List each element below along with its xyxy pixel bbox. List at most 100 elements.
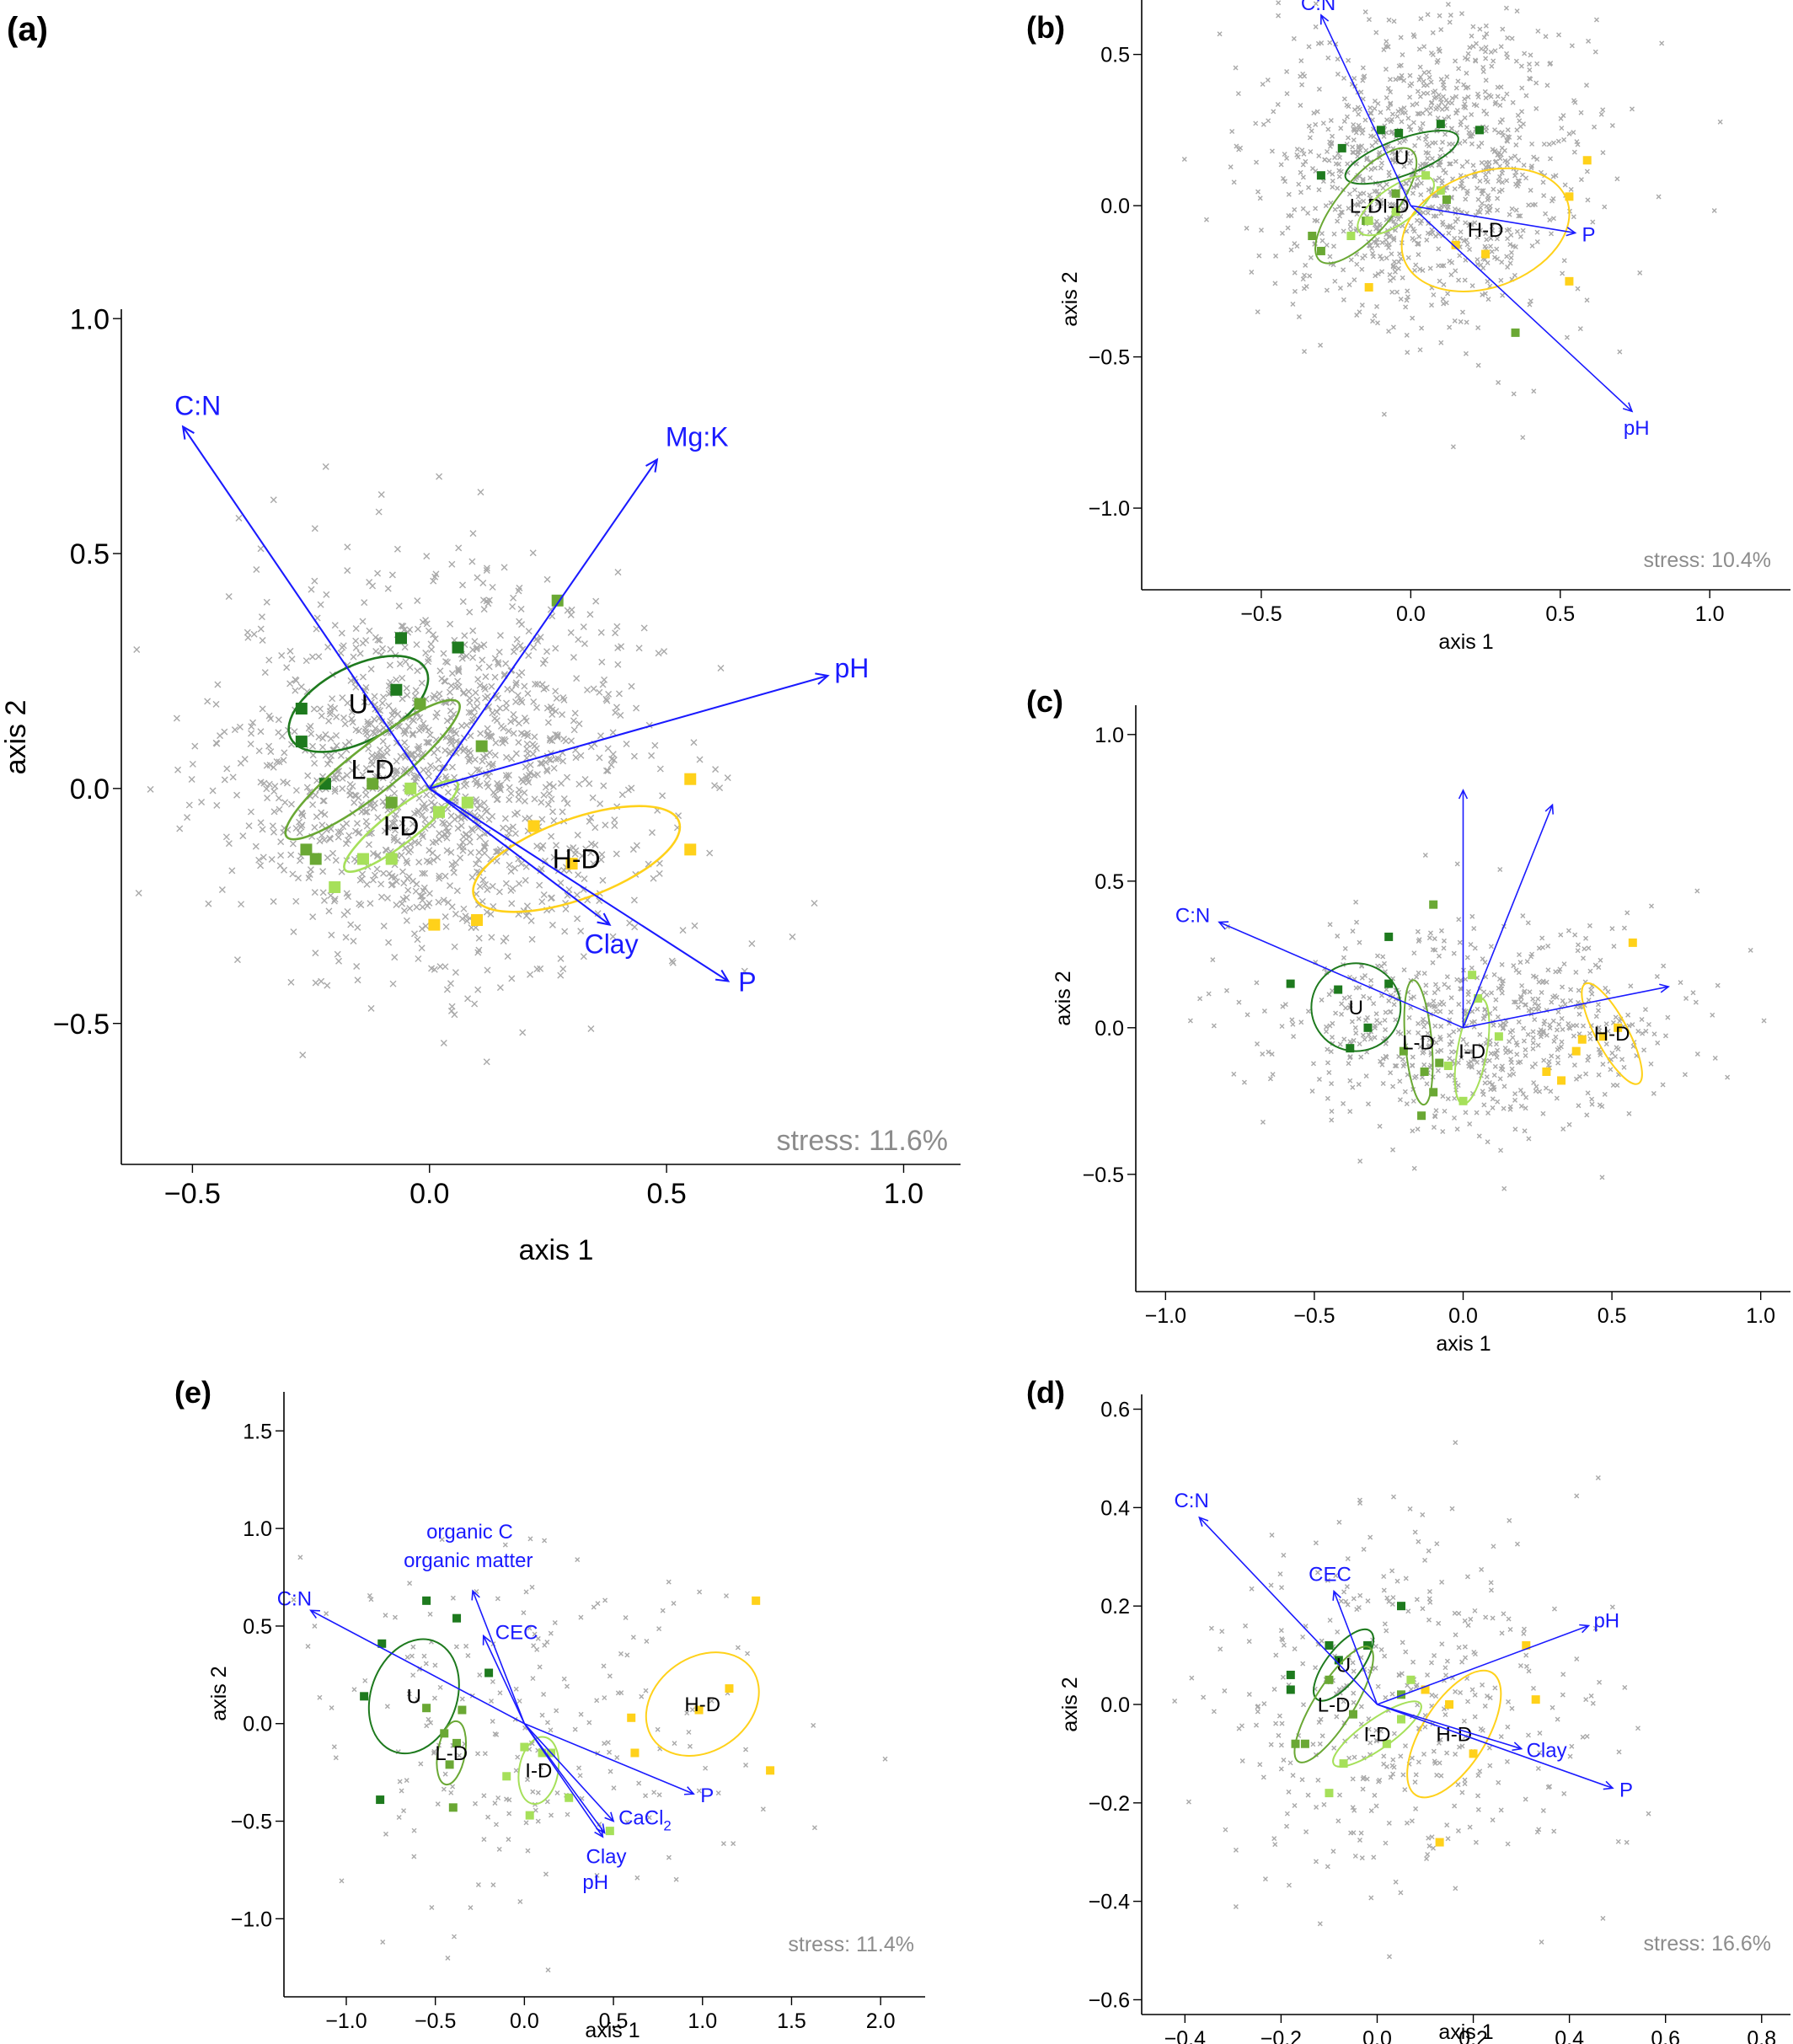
background-point	[302, 657, 310, 665]
background-point	[1301, 151, 1307, 157]
background-point	[484, 966, 491, 974]
background-point	[1341, 1036, 1347, 1042]
group-point	[329, 880, 341, 893]
background-point	[1488, 1580, 1494, 1586]
background-point	[331, 785, 339, 793]
y-tick-label: 0.5	[1095, 870, 1124, 894]
background-point	[484, 783, 492, 790]
background-point	[1595, 1008, 1601, 1014]
background-point	[1446, 1073, 1452, 1078]
background-point	[1480, 65, 1486, 70]
background-point	[518, 621, 526, 629]
background-point	[1365, 1598, 1371, 1604]
background-point	[1459, 178, 1465, 184]
background-point	[1516, 213, 1522, 219]
background-point	[1338, 1598, 1344, 1604]
background-point	[248, 730, 255, 737]
background-point	[1584, 169, 1590, 174]
background-point	[1262, 1876, 1268, 1882]
background-point	[352, 637, 360, 645]
background-point	[1284, 68, 1290, 74]
background-point	[1454, 1126, 1460, 1132]
background-point	[1694, 1051, 1700, 1057]
background-point	[287, 851, 295, 859]
background-point	[1448, 161, 1453, 167]
background-point	[1537, 1731, 1543, 1736]
background-point	[1389, 251, 1394, 257]
background-point	[1357, 1838, 1362, 1843]
background-point	[1431, 1845, 1437, 1851]
background-point	[516, 880, 522, 887]
background-point	[577, 928, 585, 935]
background-point	[361, 698, 368, 706]
background-point	[1525, 1732, 1531, 1738]
background-point	[1368, 977, 1374, 983]
background-point	[1206, 991, 1212, 997]
background-point	[1448, 272, 1454, 278]
background-point	[589, 794, 597, 801]
background-point	[1325, 1095, 1330, 1101]
background-point	[1492, 147, 1498, 153]
background-point	[1584, 1733, 1590, 1739]
background-point	[401, 644, 409, 651]
background-point	[1351, 107, 1357, 113]
background-point	[1390, 324, 1396, 330]
background-point	[1491, 186, 1496, 192]
background-point	[335, 833, 342, 841]
background-point	[1635, 1726, 1640, 1731]
background-point	[1482, 291, 1488, 297]
background-point	[291, 728, 298, 736]
background-point	[1483, 45, 1489, 51]
background-point	[481, 849, 489, 857]
background-point	[1400, 275, 1405, 281]
background-point	[1326, 169, 1332, 175]
background-point	[514, 692, 522, 699]
background-point	[1316, 187, 1322, 193]
background-point	[447, 620, 454, 628]
background-point	[387, 645, 394, 653]
background-point	[1517, 135, 1523, 141]
group-point	[458, 1705, 467, 1715]
background-point	[1383, 67, 1389, 72]
background-point	[218, 886, 226, 894]
background-point	[1555, 1054, 1560, 1060]
group-point	[1429, 900, 1438, 909]
background-point	[1381, 1753, 1387, 1759]
background-point	[651, 1790, 657, 1795]
background-point	[374, 636, 382, 644]
background-point	[605, 1740, 611, 1746]
background-point	[1351, 128, 1357, 134]
background-point	[467, 809, 474, 816]
vector-line	[472, 1590, 526, 1725]
background-point	[1410, 1128, 1416, 1134]
background-point	[1546, 1058, 1552, 1064]
background-point	[379, 737, 387, 745]
background-point	[1474, 103, 1480, 109]
background-point	[640, 624, 648, 632]
background-point	[383, 1613, 388, 1619]
background-point	[1444, 74, 1450, 80]
background-point	[532, 680, 539, 688]
x-tick-label: 0.5	[1598, 1304, 1627, 1328]
background-point	[1442, 982, 1448, 987]
background-point	[1478, 205, 1484, 211]
background-point	[1426, 187, 1432, 193]
background-point	[1485, 164, 1491, 170]
background-point	[278, 652, 286, 660]
background-point	[1368, 133, 1373, 139]
background-point	[228, 867, 236, 875]
background-point	[1324, 287, 1330, 293]
background-point	[399, 896, 407, 903]
background-point	[1456, 1002, 1462, 1008]
background-point	[295, 875, 302, 882]
background-point	[575, 720, 583, 728]
group-point	[1397, 1715, 1405, 1724]
background-point	[1426, 1548, 1432, 1554]
background-point	[515, 796, 522, 804]
background-point	[258, 613, 265, 621]
background-point	[425, 726, 432, 734]
background-point	[1462, 1777, 1468, 1783]
background-point	[1436, 246, 1442, 252]
background-point	[475, 848, 483, 856]
background-point	[1578, 177, 1584, 183]
